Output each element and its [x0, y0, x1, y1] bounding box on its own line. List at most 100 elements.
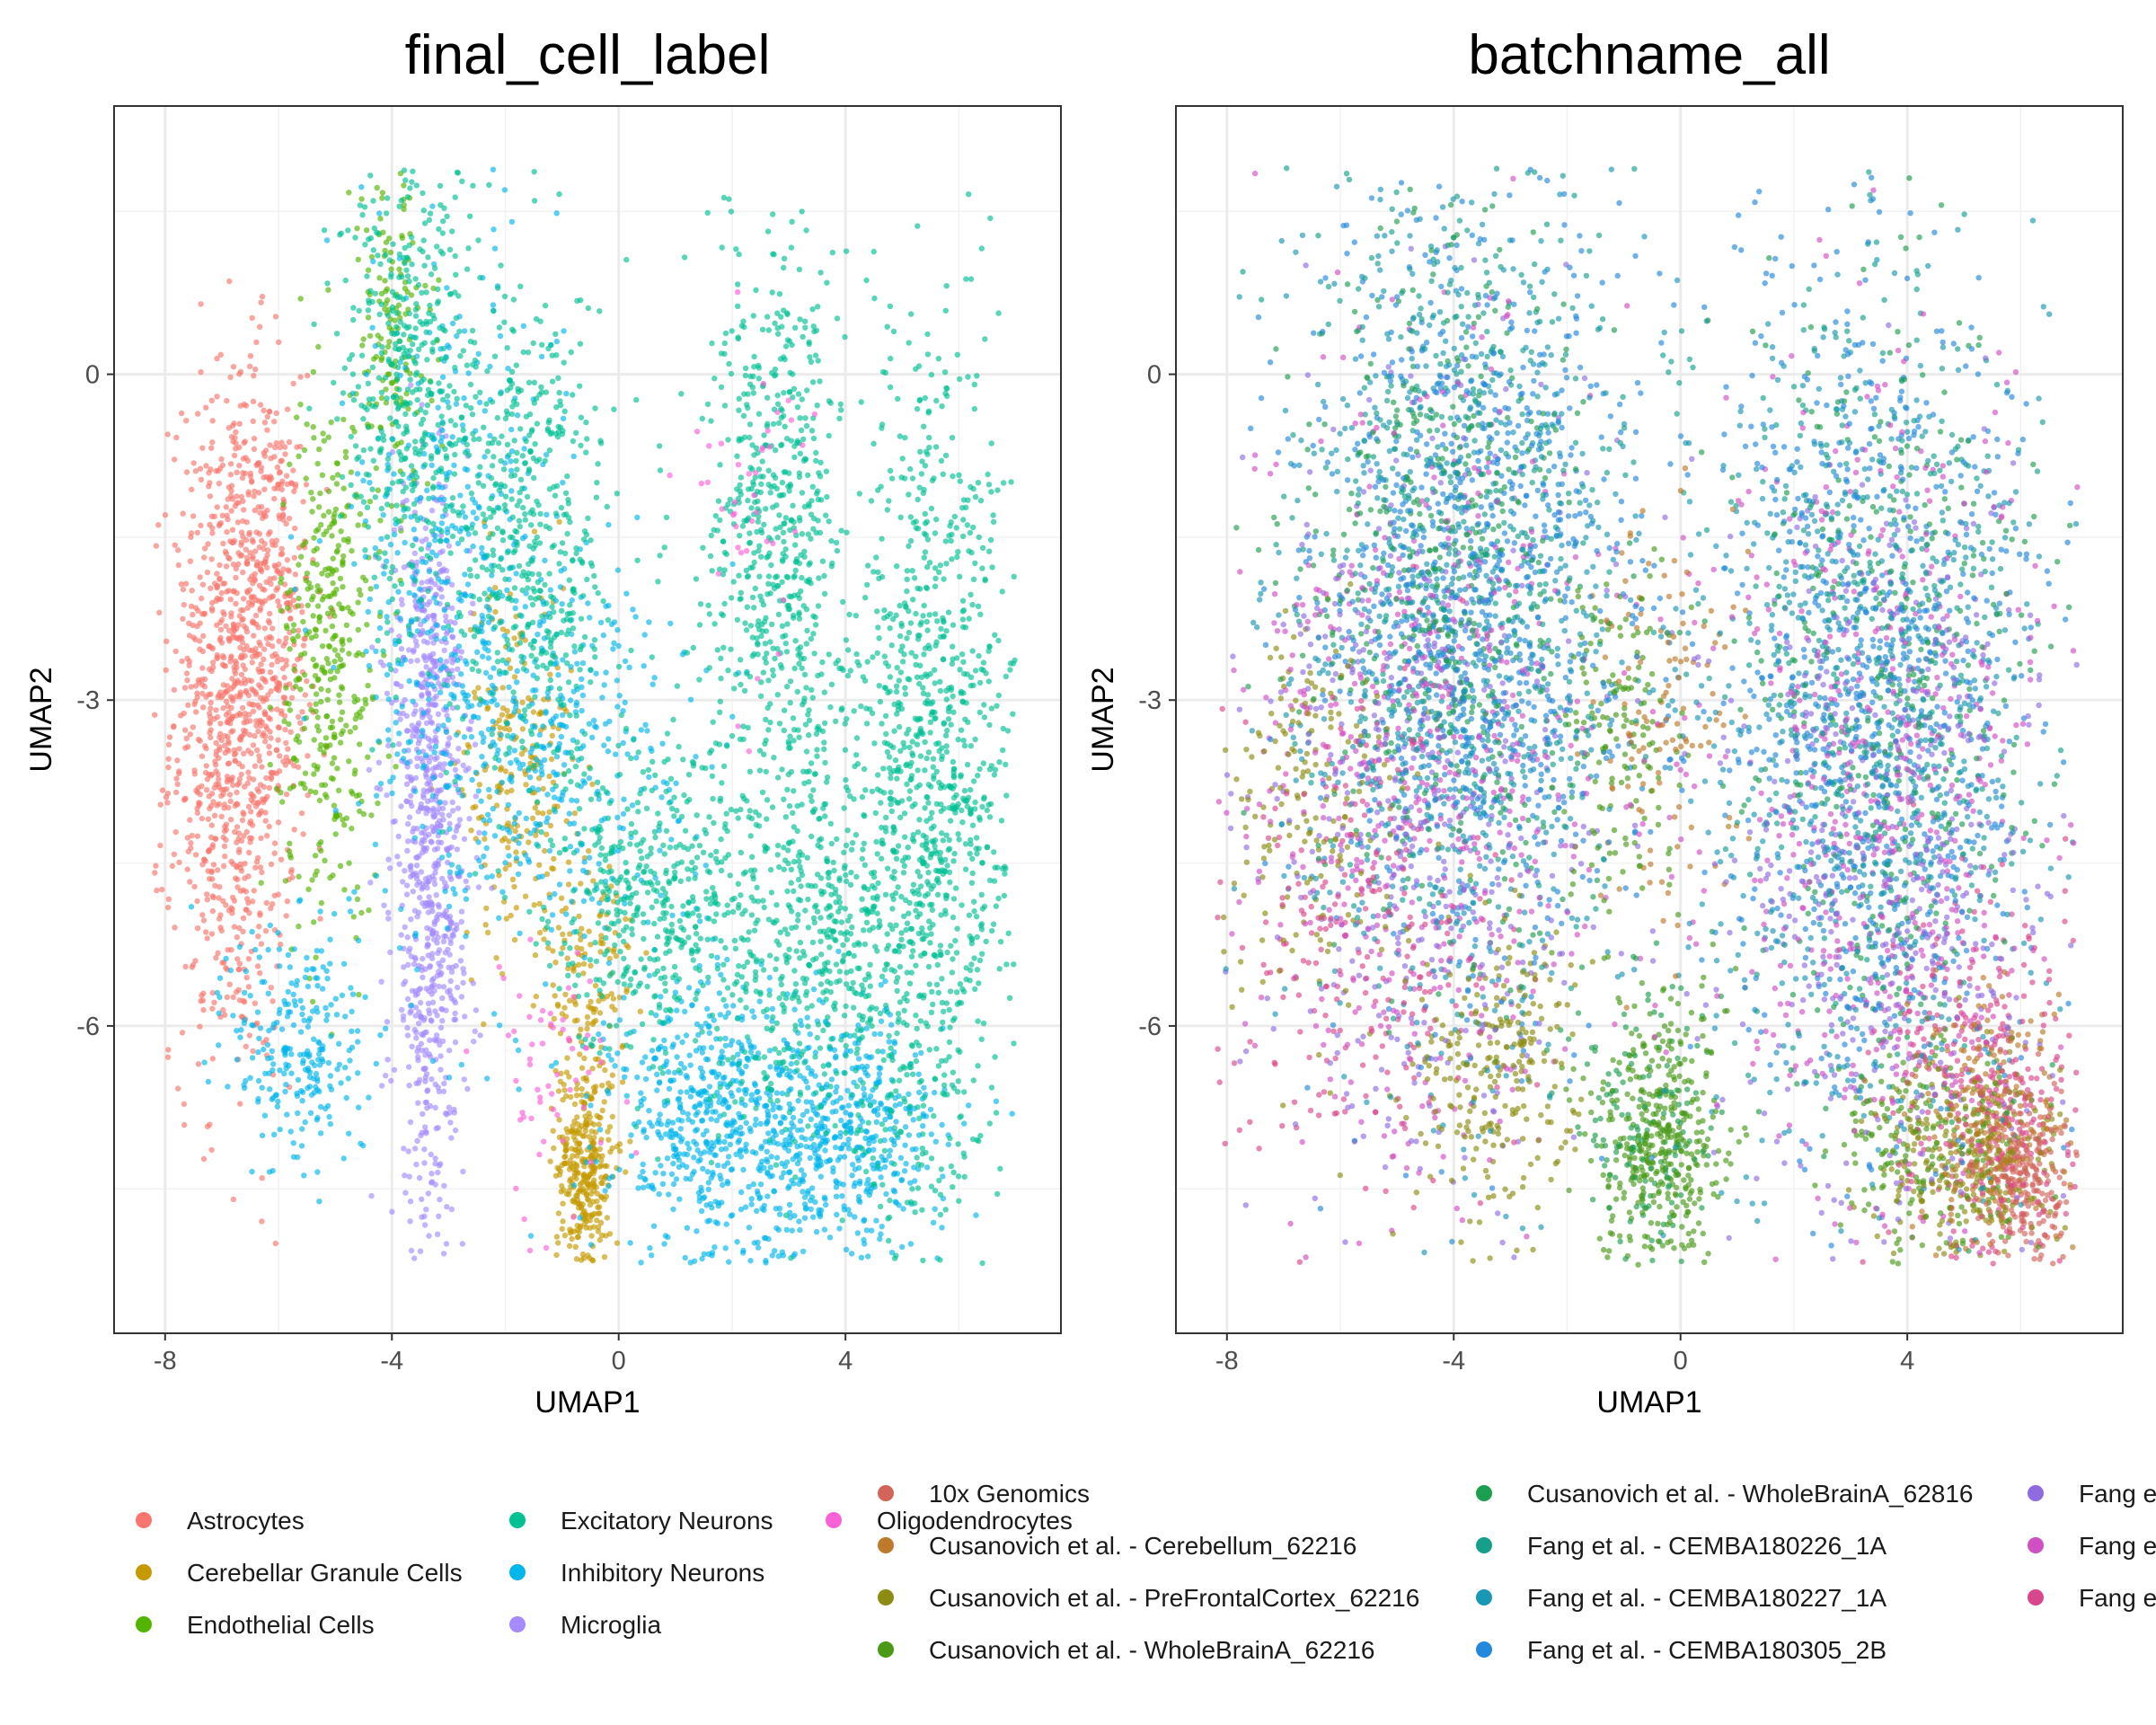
point	[363, 648, 369, 655]
point	[261, 474, 267, 481]
point	[542, 847, 548, 854]
point	[876, 1065, 882, 1071]
point	[387, 541, 394, 548]
point	[226, 278, 233, 285]
point	[496, 717, 502, 723]
point	[405, 961, 411, 969]
point	[447, 761, 454, 767]
point	[437, 1053, 444, 1059]
point	[592, 1165, 598, 1172]
point	[331, 659, 338, 665]
point	[711, 1069, 718, 1075]
point	[226, 981, 233, 987]
point	[203, 745, 209, 752]
point	[709, 1250, 716, 1256]
point	[249, 1022, 255, 1029]
point	[784, 1159, 791, 1165]
point	[284, 1111, 290, 1118]
point	[384, 690, 391, 697]
point	[401, 1146, 407, 1152]
point	[301, 1017, 307, 1023]
point	[420, 794, 427, 801]
point	[237, 1034, 243, 1040]
point	[410, 698, 416, 704]
point	[827, 1156, 834, 1163]
point	[427, 964, 433, 970]
point	[236, 746, 243, 752]
point	[473, 1007, 480, 1013]
point	[174, 757, 181, 764]
point	[435, 1169, 441, 1176]
point	[761, 1202, 767, 1209]
point	[198, 476, 205, 482]
point	[522, 893, 529, 899]
point	[224, 588, 230, 595]
point	[320, 430, 326, 437]
point	[719, 1048, 725, 1055]
point	[1009, 1110, 1015, 1117]
point	[803, 1099, 809, 1105]
point	[264, 413, 270, 420]
point	[683, 1073, 689, 1079]
point	[403, 891, 411, 898]
point	[726, 1259, 732, 1265]
point	[376, 759, 382, 765]
point	[752, 1097, 759, 1103]
point	[261, 709, 268, 715]
point	[928, 1131, 935, 1137]
point	[424, 1105, 430, 1111]
point	[718, 1146, 725, 1153]
point	[205, 816, 212, 822]
point	[277, 684, 283, 690]
point	[262, 809, 269, 816]
point	[278, 575, 285, 581]
point	[318, 686, 324, 693]
point	[252, 366, 259, 373]
point	[337, 575, 344, 582]
point	[242, 470, 249, 477]
point	[321, 531, 327, 538]
point	[447, 1119, 454, 1126]
point	[195, 736, 202, 743]
point	[258, 941, 265, 947]
point	[756, 1194, 764, 1200]
point	[424, 943, 430, 950]
point	[358, 909, 365, 916]
point	[156, 609, 163, 616]
point	[191, 767, 198, 774]
point	[348, 503, 355, 509]
point	[199, 595, 205, 602]
point	[401, 564, 408, 571]
point	[845, 1146, 853, 1152]
point	[257, 717, 263, 724]
point	[562, 991, 569, 998]
point	[292, 525, 298, 532]
point	[305, 753, 311, 759]
point	[656, 1190, 662, 1198]
point	[677, 1089, 684, 1095]
point	[418, 801, 424, 808]
point	[679, 1039, 685, 1046]
point	[407, 1119, 414, 1126]
point	[216, 755, 222, 761]
point	[425, 952, 431, 959]
point	[318, 899, 324, 907]
point	[153, 543, 160, 549]
point	[426, 568, 433, 575]
point	[832, 1144, 839, 1151]
point	[910, 1117, 916, 1123]
point	[354, 471, 361, 477]
point	[441, 1182, 447, 1190]
point	[897, 1154, 905, 1162]
point	[313, 1070, 320, 1077]
point	[279, 665, 287, 672]
point	[596, 1146, 603, 1153]
point	[609, 1113, 616, 1120]
point	[309, 998, 316, 1005]
point	[310, 613, 316, 619]
point	[330, 635, 336, 642]
point	[779, 1249, 785, 1255]
point	[402, 539, 408, 546]
point	[398, 646, 405, 652]
point	[187, 879, 193, 885]
